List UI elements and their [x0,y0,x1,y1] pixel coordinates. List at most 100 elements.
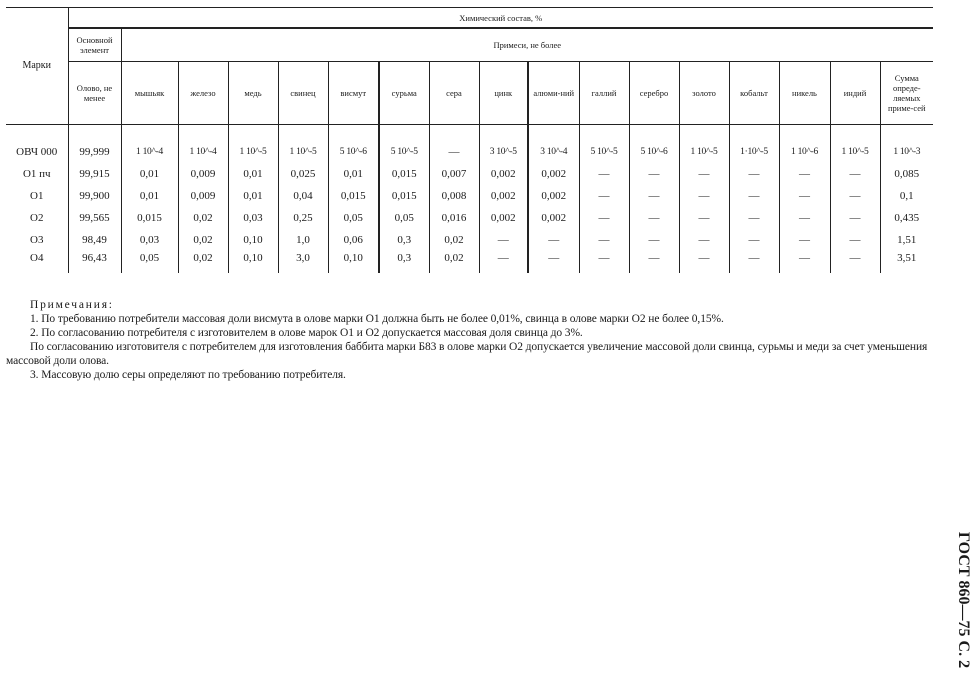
cell-value: — [678,163,729,185]
cell-value: 0,06 [327,229,379,251]
row-mark: О1 пч [22,167,51,180]
cell-value: 0,002 [527,207,579,229]
column-header: железо [177,61,228,125]
cell-value: 0,01 [227,163,278,185]
cell-value: — [678,229,729,251]
cell-value: 0,016 [428,207,479,229]
column-header: кобальт [728,61,779,125]
column-header: галлий [578,61,629,125]
cell-value: — [778,185,830,207]
table-row: О2 99,565 0,015 0,02 0,03 0,25 0,05 0,05 0,016 0,… [6,207,934,229]
cell-value: — [628,163,679,185]
cell-value: — [728,163,779,185]
cell-value: 1,51 [879,229,934,251]
cell-value: 1 10^-5 [829,124,880,163]
cell-value: 0,002 [527,163,579,185]
cell-value: — [678,207,729,229]
cell-value: 1 10^-4 [120,124,178,163]
cell-value: 0,002 [478,163,528,185]
row-mark: О1 [30,189,44,202]
column-header: алюми-ний [527,61,579,125]
cell-value: 1,0 [277,229,328,251]
table-row: ОВЧ 000 99,999 1 10^-4 1 10^-4 1 10^-5 1 10^-… [6,124,934,163]
chemical-composition-table: Марки Химический состав, % Основной элем… [6,7,934,273]
cell-value: 5 10^-6 [327,124,379,163]
row-mark: О3 [30,233,44,246]
cell-value: — [578,163,629,185]
cell-value: — [678,185,729,207]
column-header: золото [678,61,729,125]
cell-value: — [829,207,880,229]
row-mark: О4 [30,252,44,264]
column-header: Сумма опреде-ляемых приме-сей [879,61,934,125]
cell-value: — [628,229,679,251]
column-header: мышьяк [120,61,178,125]
column-header: никель [778,61,830,125]
column-header: медь [227,61,278,125]
cell-value: 0,01 [227,185,278,207]
header-marks: Марки [6,7,68,125]
cell-value: — [628,251,679,273]
row-mark: О2 [30,211,44,224]
cell-value: 0,10 [227,229,278,251]
column-header: цинк [478,61,528,125]
cell-value: 0,02 [428,229,479,251]
table-row: О3 98,49 0,03 0,02 0,10 1,0 0,06 0,3 0,02— — — — — — —… [6,229,934,251]
cell-value: — [478,251,528,273]
cell-value: 0,01 [120,163,178,185]
cell-value: 0,015 [378,163,429,185]
cell-value: — [578,251,629,273]
note-3: 3. Массовую долю серы определяют по треб… [30,369,346,381]
cell-value: 0,002 [478,207,528,229]
notes: Примечания: 1. По требованию потребители… [6,298,946,382]
cell-value: 0,02 [428,251,479,273]
cell-value: 98,49 [67,229,121,251]
cell-value: 0,10 [227,251,278,273]
cell-value: 0,3 [378,251,429,273]
cell-value: 0,25 [277,207,328,229]
column-header: свинец [277,61,328,125]
cell-value: 0,007 [428,163,479,185]
cell-value: 1 10^-5 [678,124,729,163]
cell-value: — [428,124,479,163]
cell-value: 99,999 [67,124,121,163]
cell-value: 0,085 [879,163,934,185]
cell-value: 1 10^-3 [879,124,934,163]
column-header: висмут [327,61,379,125]
cell-value: — [728,251,779,273]
cell-value: — [578,207,629,229]
header-group-title: Химический состав, % [67,7,934,28]
cell-value: 0,015 [327,185,379,207]
cell-value: 0,05 [120,251,178,273]
row-mark: ОВЧ 000 [6,124,68,163]
cell-value: — [728,185,779,207]
cell-value: 0,05 [327,207,379,229]
cell-value: 0,05 [378,207,429,229]
cell-value: — [578,229,629,251]
cell-value: 0,02 [177,229,228,251]
cell-value: — [628,207,679,229]
cell-value: 1·10^-5 [728,124,779,163]
cell-value: 3,51 [879,251,934,273]
cell-value: 99,900 [67,185,121,207]
table-row: О1 99,900 0,01 0,009 0,01 0,04 0,015 0,015 0,008… [6,185,934,207]
cell-value: 0,1 [879,185,934,207]
cell-value: 0,02 [177,251,228,273]
column-header: Олово, не менее [67,61,121,125]
cell-value: — [728,207,779,229]
cell-value: 3 10^-5 [478,124,528,163]
notes-title: Примечания: [30,299,114,311]
column-header: индий [829,61,880,125]
cell-value: 0,025 [277,163,328,185]
cell-value: — [778,207,830,229]
cell-value: 0,01 [120,185,178,207]
cell-value: — [778,229,830,251]
cell-value: 1 10^-5 [277,124,328,163]
header-impurities: Примеси, не более [120,27,934,62]
cell-value: — [778,251,830,273]
cell-value: 1 10^-5 [227,124,278,163]
cell-value: 99,565 [67,207,121,229]
note-2: 2. По согласованию потребителя с изготов… [30,327,583,339]
cell-value: — [829,185,880,207]
table-row: О4 96,43 0,05 0,02 0,10 3,0 0,10 0,3 0,02— — — — — — —… [6,251,934,273]
